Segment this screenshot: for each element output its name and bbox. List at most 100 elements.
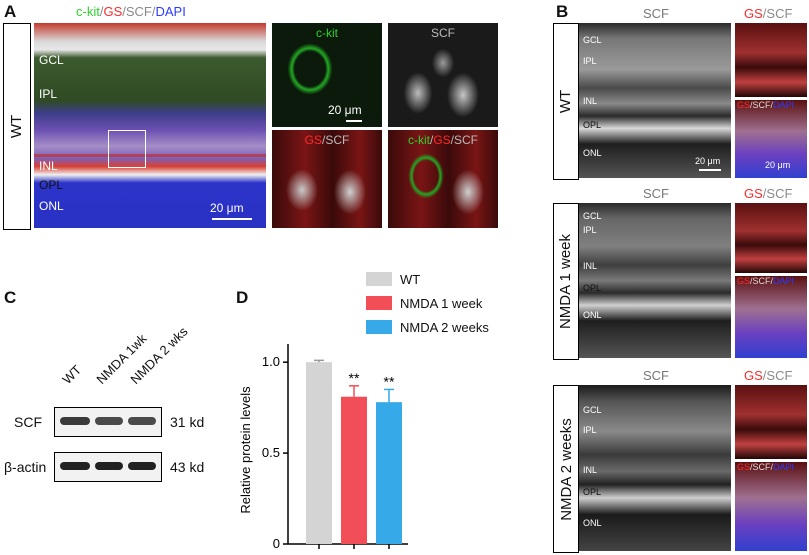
zoom-ckit-title: c-kit bbox=[316, 26, 338, 40]
y-tick-label: 0 bbox=[273, 536, 280, 551]
panel-b-col-gs-scf-3: GS/SCF bbox=[744, 368, 793, 383]
panel-a-letter: A bbox=[4, 2, 17, 21]
legend-swatch-1wk bbox=[366, 296, 392, 310]
panel-b-row-label-2wk: NMDA 2 weeks bbox=[557, 417, 575, 521]
panel-b-1wk-inl: INL bbox=[583, 261, 598, 271]
panel-b-col-scf-2: SCF bbox=[643, 186, 669, 201]
panel-b-row-label-wt: WT bbox=[557, 89, 575, 114]
panel-b-col-scf-1: SCF bbox=[643, 6, 669, 21]
panel-a-scale-text: 20 μm bbox=[210, 201, 244, 215]
blot-protein-actin: β-actin bbox=[4, 459, 47, 475]
y-tick-label: 1.0 bbox=[262, 354, 280, 369]
panel-b-gs-scf-image-1wk bbox=[735, 203, 807, 273]
panel-b-1wk-inset-label: GS/SCF/DAPI bbox=[737, 276, 795, 286]
panel-a-roi-box bbox=[108, 130, 146, 168]
panel-a-genotype: WT bbox=[8, 114, 26, 139]
panel-b-wt-gcl: GCL bbox=[583, 35, 602, 45]
significance-label: ** bbox=[349, 370, 360, 386]
panel-b-row-label-box-2wk: NMDA 2 weeks bbox=[553, 385, 579, 553]
band-scf-1wk bbox=[95, 417, 123, 425]
panel-b-wt-onl: ONL bbox=[583, 148, 602, 158]
panel-b-2wk-inl: INL bbox=[583, 465, 598, 475]
band-actin-wt bbox=[60, 462, 90, 470]
panel-d-letter: D bbox=[236, 288, 249, 307]
legend-swatch-wt bbox=[366, 272, 392, 286]
panel-b-row-label-box-wt: WT bbox=[553, 23, 579, 180]
panel-a-layer-onl: ONL bbox=[39, 199, 64, 213]
panel-b-2wk-opl: OPL bbox=[583, 487, 602, 497]
panel-a-layer-opl: OPL bbox=[39, 178, 64, 192]
blot-size-scf: 31 kd bbox=[170, 414, 205, 430]
zoom-scf-image: SCF bbox=[388, 23, 498, 127]
zoom-scale-bar bbox=[346, 120, 362, 122]
blot-protein-scf: SCF bbox=[14, 414, 42, 430]
legend-item-1wk: NMDA 1 week bbox=[366, 291, 489, 315]
legend-item-wt: WT bbox=[366, 267, 489, 291]
band-scf-wt bbox=[60, 417, 90, 425]
panel-b-1wk-gcl: GCL bbox=[583, 211, 602, 221]
panel-b-merge-image-2wk: GS/SCF/DAPI bbox=[735, 462, 807, 551]
panel-b-gs-scf-image-wt bbox=[735, 23, 807, 97]
panel-a-scale-bar bbox=[212, 218, 252, 220]
chart-legend: WT NMDA 1 week NMDA 2 weeks bbox=[366, 267, 489, 339]
panel-b-wt-ipl: IPL bbox=[583, 56, 597, 66]
band-actin-1wk bbox=[95, 462, 123, 470]
panel-b-scf-image-2wk: GCL IPL INL OPL ONL bbox=[579, 385, 731, 551]
y-axis-label: Relative protein levels bbox=[238, 386, 253, 514]
lane-label-wt: WT bbox=[59, 362, 85, 387]
panel-b-row-label-box-1wk: NMDA 1 week bbox=[553, 203, 579, 360]
zoom-merge-image: c-kit/GS/SCF bbox=[388, 130, 498, 228]
panel-b-col-gs-scf-2: GS/SCF bbox=[744, 186, 793, 201]
significance-label: ** bbox=[384, 373, 395, 389]
zoom-scale-text: 20 μm bbox=[328, 103, 362, 117]
panel-b-2wk-inset-label: GS/SCF/DAPI bbox=[737, 462, 795, 472]
panel-b-wt-inset-label: GS/SCF/DAPI bbox=[737, 100, 795, 110]
panel-a-stain-label: c-kit/GS/SCF/DAPI bbox=[76, 4, 186, 19]
bar-chart: Relative protein levels 0 0.5 1.0 ** ** bbox=[238, 344, 408, 551]
panel-b-scf-image-1wk: GCL IPL INL OPL ONL bbox=[579, 203, 731, 358]
legend-swatch-2wk bbox=[366, 320, 392, 334]
blot-row-scf bbox=[54, 407, 162, 437]
panel-a-layer-gcl: GCL bbox=[39, 53, 64, 67]
zoom-gs-scf-image: GS/SCF bbox=[272, 130, 382, 228]
bar-2 bbox=[376, 402, 402, 544]
zoom-merge-title: c-kit/GS/SCF bbox=[407, 133, 479, 147]
panel-b-scf-image-wt: GCL IPL INL OPL ONL 20 μm bbox=[579, 23, 731, 178]
panel-b-wt-inset-scale: 20 μm bbox=[765, 160, 791, 170]
zoom-gs-scf-title: GS/SCF bbox=[304, 133, 350, 147]
panel-b-col-scf-3: SCF bbox=[643, 368, 669, 383]
bar-1 bbox=[341, 396, 367, 544]
panel-b-wt-scale-bar bbox=[699, 169, 721, 171]
panel-b-2wk-ipl: IPL bbox=[583, 425, 597, 435]
legend-item-2wk: NMDA 2 weeks bbox=[366, 315, 489, 339]
panel-b-1wk-ipl: IPL bbox=[583, 225, 597, 235]
legend-label-1wk: NMDA 1 week bbox=[400, 295, 483, 311]
panel-b-gs-scf-image-2wk bbox=[735, 385, 807, 459]
bar-0 bbox=[306, 362, 332, 544]
panel-b-1wk-onl: ONL bbox=[583, 310, 602, 320]
panel-a-layer-inl: INL bbox=[39, 159, 58, 173]
panel-b-2wk-onl: ONL bbox=[583, 518, 602, 528]
panel-b-2wk-gcl: GCL bbox=[583, 405, 602, 415]
zoom-ckit-image: c-kit 20 μm bbox=[272, 23, 382, 127]
legend-label-wt: WT bbox=[400, 271, 421, 287]
band-actin-2wk bbox=[128, 462, 156, 470]
zoom-scf-title: SCF bbox=[431, 26, 455, 40]
band-scf-2wk bbox=[128, 417, 156, 425]
panel-b-wt-scale-text: 20 μm bbox=[695, 156, 721, 166]
y-tick-label: 0.5 bbox=[262, 445, 280, 460]
panel-a-retina-image: GCL IPL INL OPL ONL 20 μm bbox=[34, 23, 266, 228]
panel-b-merge-image-wt: GS/SCF/DAPI 20 μm bbox=[735, 100, 807, 178]
panel-b-col-gs-scf-1: GS/SCF bbox=[744, 6, 793, 21]
panel-c-letter: C bbox=[4, 288, 17, 307]
blot-size-actin: 43 kd bbox=[170, 459, 205, 475]
panel-b-letter: B bbox=[556, 2, 569, 21]
panel-b-wt-opl: OPL bbox=[583, 120, 602, 130]
panel-b-row-label-1wk: NMDA 1 week bbox=[557, 233, 575, 330]
panel-b-wt-inl: INL bbox=[583, 96, 598, 106]
panel-a-layer-ipl: IPL bbox=[39, 87, 58, 101]
panel-b-1wk-opl: OPL bbox=[583, 283, 602, 293]
panel-a-genotype-box: WT bbox=[3, 23, 31, 230]
blot-row-actin bbox=[54, 452, 162, 482]
legend-label-2wk: NMDA 2 weeks bbox=[400, 319, 489, 335]
